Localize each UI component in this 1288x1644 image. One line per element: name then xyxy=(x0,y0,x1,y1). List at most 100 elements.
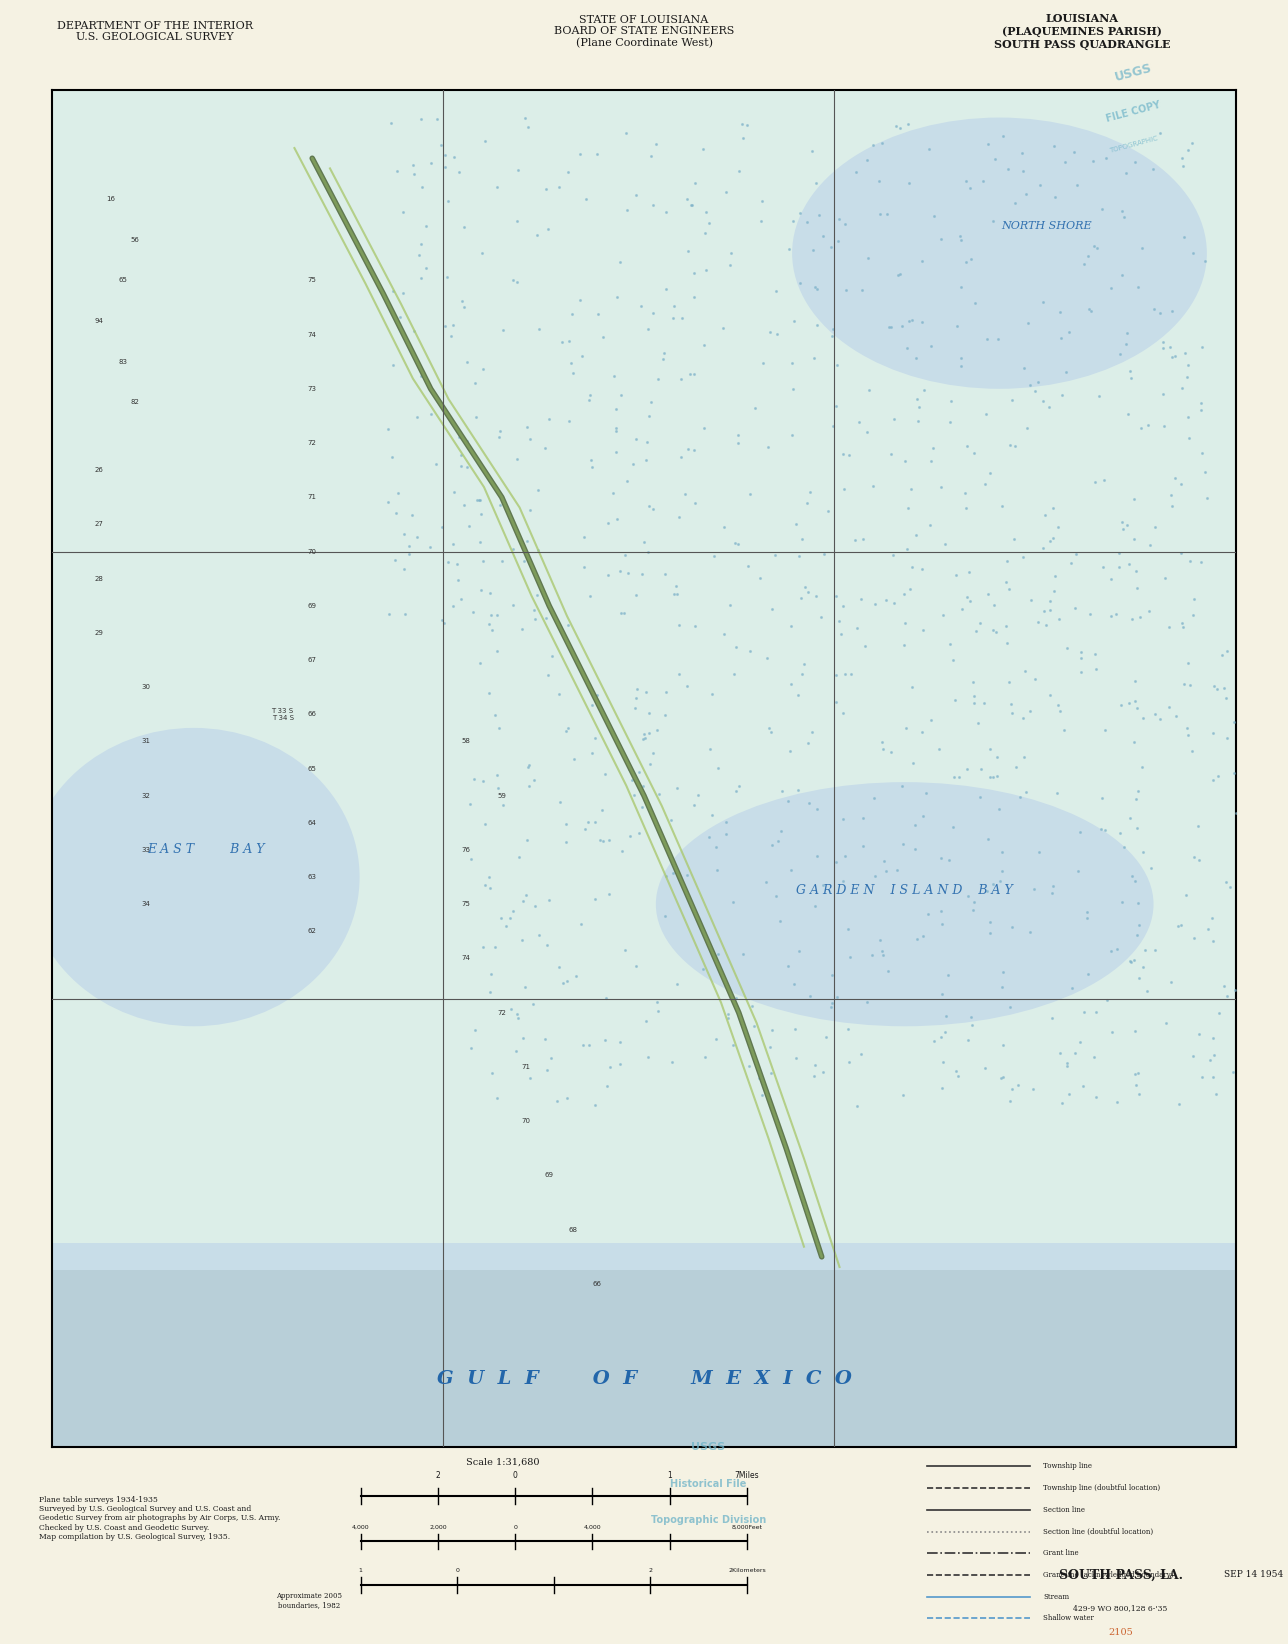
Point xyxy=(390,304,411,330)
Point xyxy=(393,199,413,225)
Point xyxy=(890,115,911,141)
Point xyxy=(696,256,716,283)
Point xyxy=(585,1092,605,1118)
Point xyxy=(505,1037,526,1064)
Point xyxy=(501,996,522,1023)
Point xyxy=(693,955,714,981)
Point xyxy=(1106,935,1127,962)
Point xyxy=(509,156,529,182)
Point xyxy=(850,585,871,612)
Point xyxy=(1127,1059,1148,1085)
Point xyxy=(970,784,990,810)
Point xyxy=(1207,676,1227,702)
Point xyxy=(514,105,535,132)
Point xyxy=(1101,275,1122,301)
Point xyxy=(460,845,480,871)
Point xyxy=(1208,1000,1229,1026)
Text: 75: 75 xyxy=(308,278,317,283)
Point xyxy=(1084,641,1105,667)
Point xyxy=(890,261,911,288)
Point xyxy=(527,222,547,248)
Point xyxy=(912,616,933,643)
Text: 27: 27 xyxy=(94,521,103,528)
Point xyxy=(435,155,456,181)
Point xyxy=(1145,515,1166,541)
Point xyxy=(648,781,668,807)
Point xyxy=(638,539,658,566)
Point xyxy=(853,832,873,858)
Point xyxy=(793,651,814,677)
Point xyxy=(804,1064,824,1090)
Point xyxy=(1005,526,1025,552)
Point xyxy=(802,237,823,263)
Point xyxy=(541,1046,562,1072)
Point xyxy=(684,284,705,311)
Point xyxy=(908,393,929,419)
Text: 1: 1 xyxy=(667,1471,672,1480)
Point xyxy=(535,436,555,462)
Point xyxy=(1149,301,1170,327)
Point xyxy=(857,146,877,173)
Point xyxy=(565,963,586,990)
Point xyxy=(715,179,735,206)
Point xyxy=(820,995,841,1021)
Text: USGS: USGS xyxy=(692,1442,725,1452)
Point xyxy=(873,848,894,875)
Point xyxy=(921,332,942,358)
Point xyxy=(783,375,804,401)
Point xyxy=(804,1052,824,1078)
Point xyxy=(835,661,855,687)
Point xyxy=(538,215,559,242)
Point xyxy=(383,352,403,378)
Point xyxy=(1042,880,1063,906)
Point xyxy=(853,526,873,552)
Point xyxy=(881,314,902,340)
Point xyxy=(993,958,1014,985)
Point xyxy=(1122,863,1142,889)
Text: 72: 72 xyxy=(308,441,317,446)
Point xyxy=(1070,644,1091,671)
Text: 82: 82 xyxy=(130,399,139,406)
Point xyxy=(677,238,698,265)
Text: TOPOGRAPHIC: TOPOGRAPHIC xyxy=(1109,135,1158,155)
Point xyxy=(470,577,491,603)
Point xyxy=(680,360,701,386)
Point xyxy=(898,495,918,521)
Point xyxy=(553,329,573,355)
Point xyxy=(681,192,702,219)
Ellipse shape xyxy=(656,783,1154,1026)
Point xyxy=(1047,513,1068,539)
Point xyxy=(648,367,668,393)
Point xyxy=(947,312,967,339)
Point xyxy=(833,700,854,727)
Point xyxy=(820,233,841,260)
Point xyxy=(1162,493,1182,520)
Point xyxy=(638,316,658,342)
Point xyxy=(997,547,1018,574)
Point xyxy=(772,778,792,804)
Point xyxy=(1015,658,1036,684)
Point xyxy=(951,227,971,253)
Point xyxy=(576,186,596,212)
Point xyxy=(399,533,420,559)
Point xyxy=(873,942,894,968)
Point xyxy=(1177,651,1198,677)
Point xyxy=(1217,983,1238,1009)
Point xyxy=(448,159,469,186)
Point xyxy=(1054,717,1074,743)
Point xyxy=(728,429,748,455)
Point xyxy=(1206,1082,1226,1108)
Point xyxy=(536,605,556,631)
Text: 71: 71 xyxy=(308,495,317,500)
Point xyxy=(403,161,424,187)
Point xyxy=(980,460,1001,487)
Point xyxy=(963,689,984,715)
Point xyxy=(849,409,869,436)
Text: Grant line: Grant line xyxy=(1043,1549,1079,1557)
Point xyxy=(954,480,975,506)
Text: 429-9 WO 800,128 6-'35: 429-9 WO 800,128 6-'35 xyxy=(1073,1605,1168,1613)
Point xyxy=(863,784,884,810)
Text: Township line: Township line xyxy=(1043,1463,1092,1470)
Point xyxy=(629,760,649,786)
Point xyxy=(643,301,663,327)
